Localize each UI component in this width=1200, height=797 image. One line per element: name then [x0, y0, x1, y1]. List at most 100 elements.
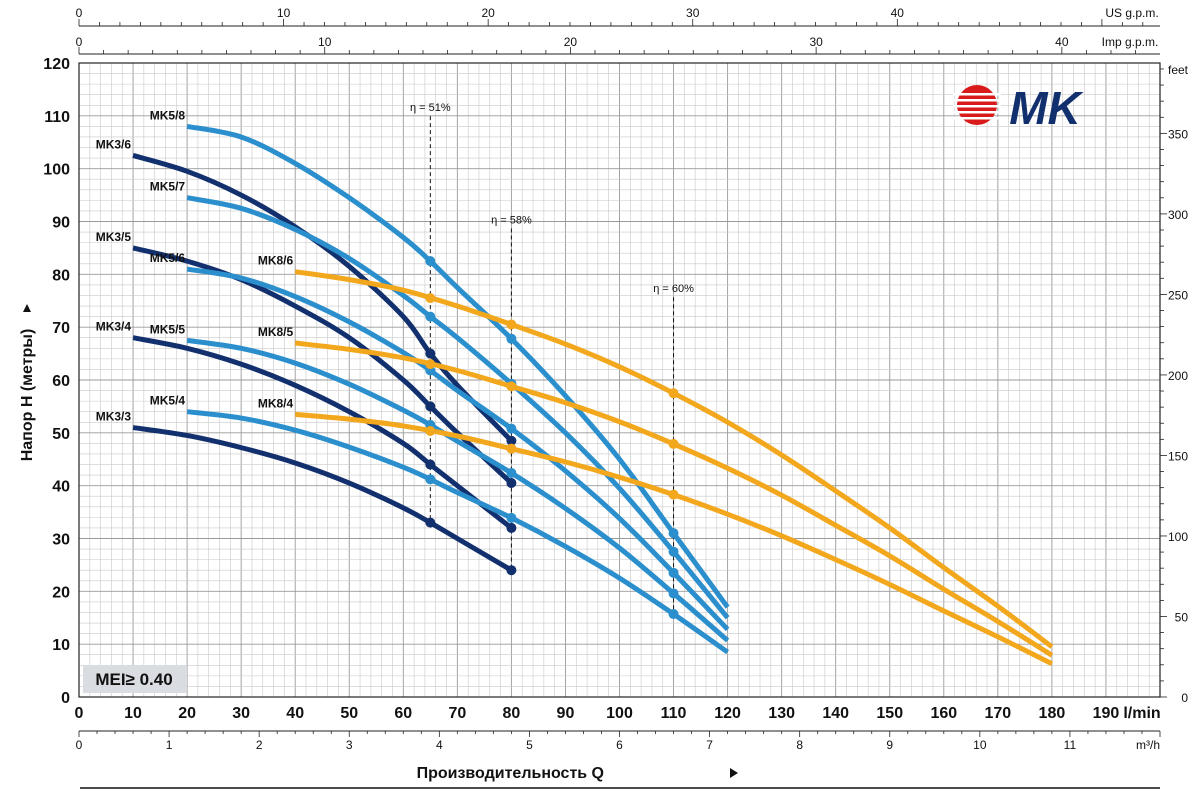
- efficiency-point: [425, 517, 436, 528]
- m3h-tick-label: 0: [76, 738, 83, 752]
- y-tick-label: 110: [44, 109, 70, 126]
- efficiency-point: [425, 293, 436, 304]
- usgpm-unit-label: US g.p.m.: [1105, 6, 1158, 20]
- efficiency-point: [506, 435, 517, 446]
- x-tick-label: 70: [448, 705, 466, 722]
- x-tick-label: 130: [768, 705, 795, 722]
- efficiency-label: η = 60%: [653, 283, 694, 295]
- feet-tick-label: 100: [1168, 530, 1188, 544]
- series-label: MK3/5: [96, 230, 132, 244]
- m3h-tick-label: 11: [1064, 738, 1077, 752]
- efficiency-point: [668, 588, 679, 599]
- m3h-tick-label: 1: [166, 738, 173, 752]
- efficiency-point: [506, 443, 517, 454]
- series-label: MK8/4: [258, 396, 294, 410]
- curve-labels: MK3/6 MK3/5 MK3/4 MK3/3 MK5/8 MK5/7 MK5/6 MK5/5…: [96, 108, 294, 423]
- series-line-mk5-6: [186, 266, 730, 632]
- efficiency-point: [425, 425, 436, 436]
- efficiency-point: [506, 319, 517, 330]
- efficiency-point: [668, 546, 679, 557]
- series-label: MK3/6: [96, 137, 132, 151]
- x-unit-label: l/min: [1123, 705, 1160, 722]
- series-label: MK5/4: [150, 394, 186, 408]
- logo-sun-icon: [953, 85, 1001, 125]
- feet-tick-label: 200: [1168, 369, 1188, 383]
- x-tick-label: 110: [661, 705, 687, 722]
- x-tick-label: 180: [1039, 705, 1066, 722]
- x-tick-label: 0: [75, 705, 84, 722]
- y-tick-label: 30: [52, 532, 70, 549]
- efficiency-point: [506, 512, 517, 523]
- x-axis-title: Производительность Q: [417, 765, 604, 782]
- y-tick-label: 20: [52, 584, 70, 601]
- series-line-mk3-3: [132, 425, 513, 573]
- efficiency-point: [668, 438, 679, 449]
- series-line-mk5-7: [186, 195, 730, 620]
- efficiency-point: [506, 467, 517, 478]
- y-tick-label: 40: [52, 479, 70, 496]
- x-tick-label: 90: [557, 705, 575, 722]
- logo-text: MK: [1009, 82, 1083, 134]
- x-axis-arrow-icon: [730, 768, 738, 778]
- series-line-mk3-6: [132, 153, 514, 443]
- impgpm-tick-label: 20: [564, 35, 578, 49]
- x-tick-label: 50: [340, 705, 358, 722]
- x-tick-label: 170: [984, 705, 1011, 722]
- m3h-tick-label: 2: [256, 738, 263, 752]
- usgpm-tick-label: 30: [686, 6, 700, 20]
- mk-logo: MK: [953, 82, 1084, 134]
- efficiency-label: η = 58%: [491, 215, 532, 227]
- m3h-tick-label: 3: [346, 738, 353, 752]
- x-tick-label: 150: [876, 705, 903, 722]
- x-tick-label: 40: [286, 705, 304, 722]
- x-tick-label: 60: [394, 705, 412, 722]
- m3h-tick-label: 9: [886, 738, 893, 752]
- efficiency-point: [425, 348, 436, 359]
- x-tick-label: 80: [503, 705, 521, 722]
- series-label: MK8/6: [258, 254, 294, 268]
- efficiency-point: [506, 333, 517, 344]
- impgpm-tick-label: 10: [318, 35, 332, 49]
- efficiency-point: [668, 489, 679, 500]
- y-tick-label: 50: [52, 426, 70, 443]
- x-tick-label: 160: [930, 705, 957, 722]
- m3h-tick-label: 4: [436, 738, 443, 752]
- efficiency-point: [425, 401, 436, 412]
- feet-tick-label: 50: [1175, 610, 1189, 624]
- y-tick-label: 0: [61, 690, 70, 707]
- plot-frame: [78, 62, 1161, 698]
- m3h-tick-label: 6: [616, 738, 623, 752]
- efficiency-point: [668, 528, 679, 539]
- usgpm-tick-label: 0: [76, 6, 83, 20]
- series-label: MK3/3: [96, 410, 132, 424]
- efficiency-point: [425, 359, 436, 370]
- feet-tick-label: 350: [1168, 127, 1188, 141]
- y-axis-title: Напор H (метры): [19, 329, 36, 462]
- impgpm-tick-label: 40: [1055, 35, 1069, 49]
- m3h-tick-label: 5: [526, 738, 533, 752]
- y-tick-label: 80: [52, 267, 70, 284]
- efficiency-point: [425, 459, 436, 470]
- x-tick-label: 10: [124, 705, 142, 722]
- m3h-tick-label: 8: [796, 738, 803, 752]
- efficiency-point: [506, 565, 517, 576]
- feet-tick-label: 300: [1168, 208, 1188, 222]
- feet-tick-label: 250: [1168, 288, 1188, 302]
- y-tick-label: 70: [52, 320, 70, 337]
- m3h-tick-label: 10: [973, 738, 987, 752]
- m3h-tick-label: 7: [706, 738, 713, 752]
- efficiency-point: [425, 311, 436, 322]
- x-tick-label: 190: [1093, 705, 1120, 722]
- series-label: MK8/5: [258, 325, 294, 339]
- efficiency-point: [425, 474, 436, 485]
- series-line-mk5-4: [186, 409, 730, 655]
- usgpm-tick-label: 10: [277, 6, 291, 20]
- series-label: MK5/8: [150, 108, 186, 122]
- x-tick-label: 20: [178, 705, 196, 722]
- efficiency-point: [668, 567, 679, 578]
- mei-badge: MEI≥ 0.40: [83, 665, 186, 693]
- impgpm-unit-label: Imp g.p.m.: [1102, 35, 1159, 49]
- efficiency-point: [425, 256, 436, 267]
- y-tick-label: 10: [52, 637, 70, 654]
- y-tick-label: 90: [52, 215, 70, 232]
